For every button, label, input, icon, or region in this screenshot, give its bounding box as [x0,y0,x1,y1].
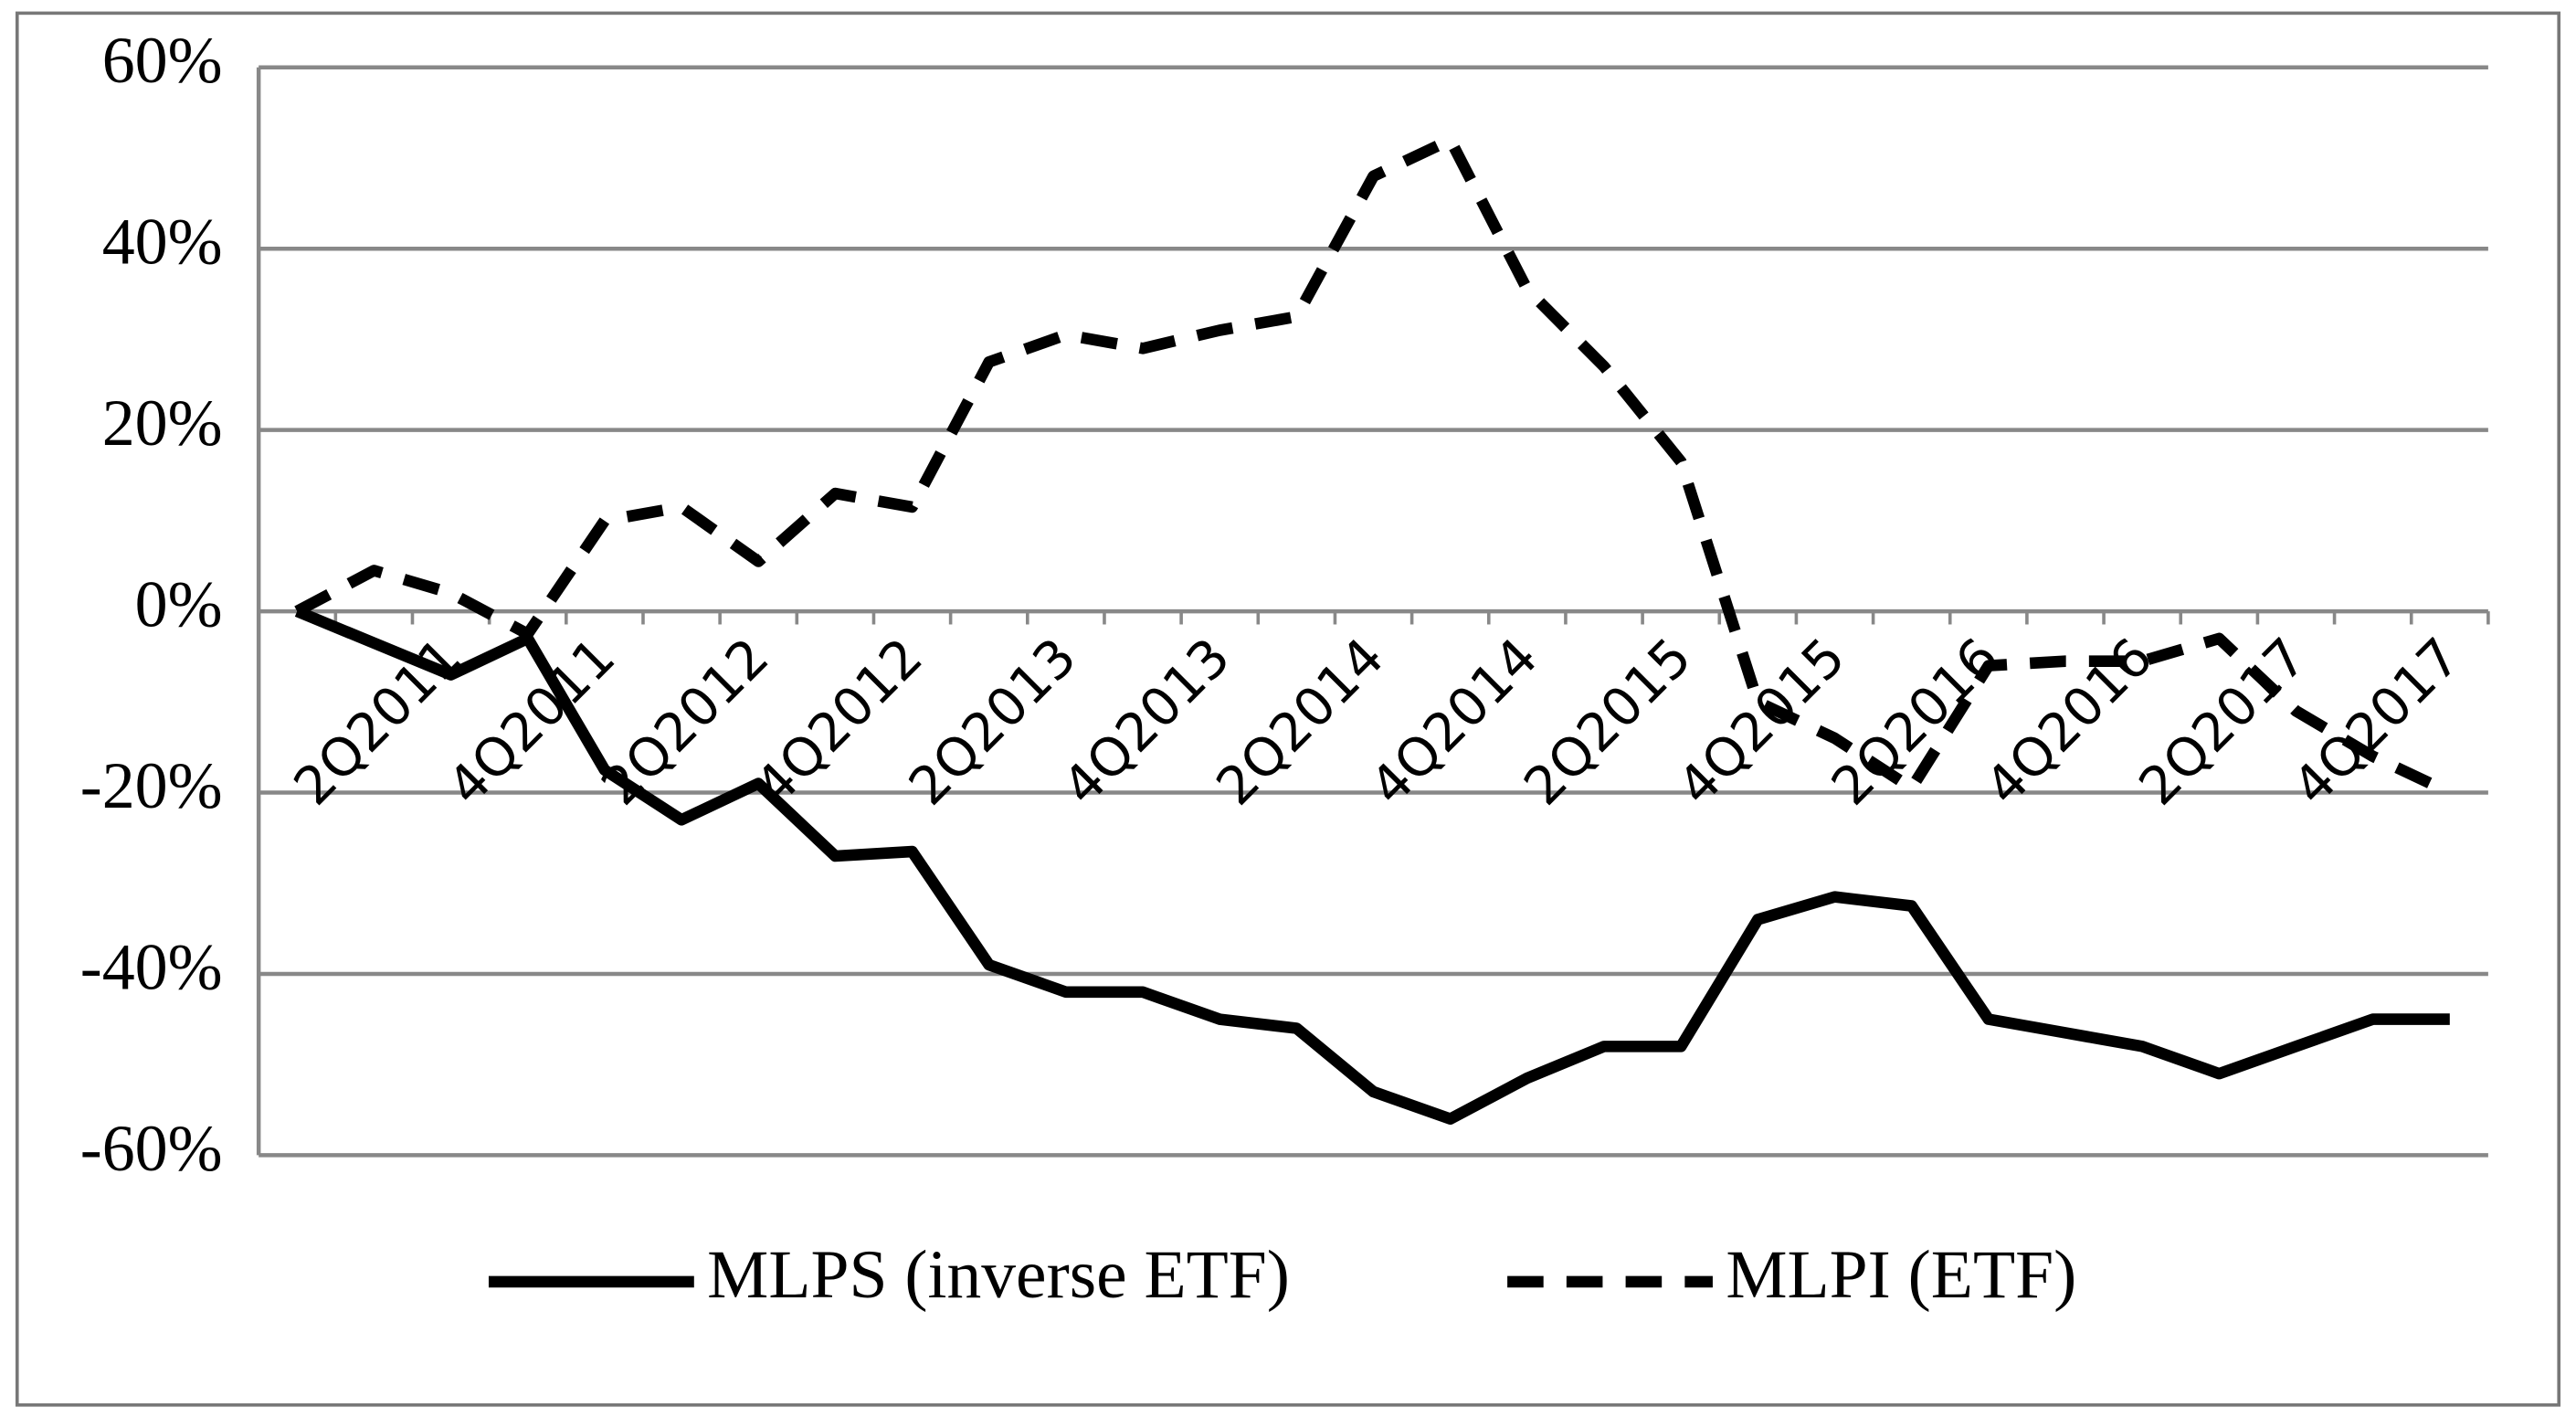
y-tick-label: 60% [102,24,223,97]
y-tick-label: -20% [80,749,223,822]
series-line [294,606,2450,1126]
y-tick-label: -40% [80,930,223,1003]
y-tick-label: 20% [102,386,223,460]
y-tick-label: -60% [80,1112,223,1185]
series-line [294,133,2453,799]
y-tick-label: 0% [135,568,223,641]
chart-border [15,11,2561,1407]
y-tick-label: 40% [102,206,223,279]
legend-label: MLPI (ETF) [1726,1237,2076,1313]
legend-label: MLPS (inverse ETF) [707,1237,1290,1313]
